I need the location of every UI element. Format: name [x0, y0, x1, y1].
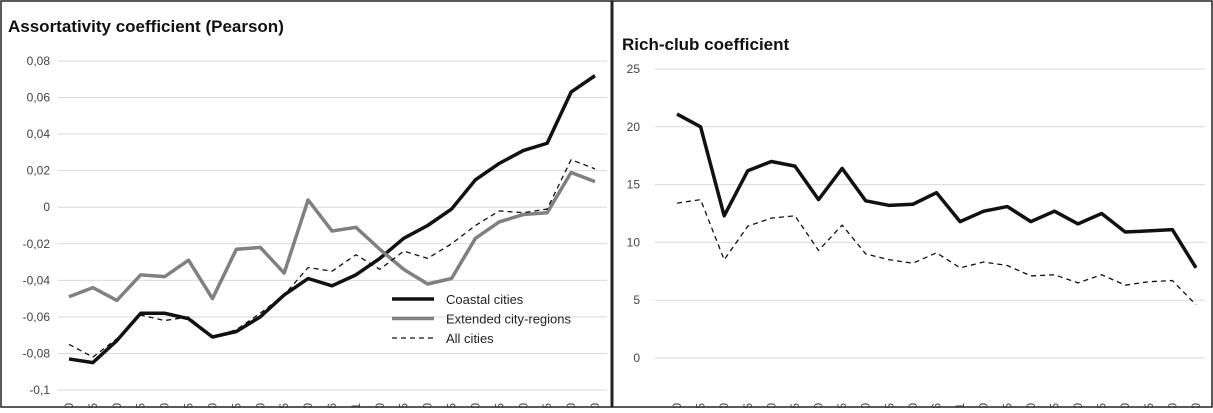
x-tick-label: 1965 — [397, 403, 411, 408]
x-tick-label: 1995 — [1142, 403, 1156, 408]
x-tick-label: 1905 — [741, 403, 755, 408]
y-tick-label: -0,08 — [23, 346, 51, 360]
series-line — [676, 112, 1198, 269]
x-tick-label: 1951 — [349, 403, 363, 408]
chart-title: Rich-club coefficient — [622, 35, 790, 54]
x-tick-label: 1920 — [205, 403, 219, 408]
x-tick-label: 1930 — [859, 403, 873, 408]
y-tick-label: -0,02 — [23, 237, 51, 251]
legend-label: Coastal cities — [446, 292, 524, 307]
series-line — [68, 170, 596, 303]
x-tick-label: 1925 — [835, 403, 849, 408]
x-tick-label: 1900 — [110, 403, 124, 408]
x-tick-label: 1925 — [229, 403, 243, 408]
y-tick-label: 25 — [627, 62, 641, 76]
y-tick-label: 0 — [43, 200, 50, 214]
x-tick-label: 1975 — [445, 403, 459, 408]
x-tick-label: 1890 — [62, 403, 76, 408]
y-tick-label: 0 — [633, 351, 640, 365]
x-tick-label: 1990 — [516, 403, 530, 408]
x-tick-label: 1965 — [1000, 403, 1014, 408]
x-tick-label: 1960 — [373, 403, 387, 408]
y-tick-label: 0,02 — [27, 164, 51, 178]
series-line — [68, 159, 596, 358]
x-tick-label: 1905 — [134, 403, 148, 408]
x-tick-label: 2010 — [588, 403, 602, 408]
x-tick-label: 1946 — [930, 403, 944, 408]
x-tick-label: 1910 — [158, 403, 172, 408]
series-line — [676, 198, 1197, 306]
legend-label: All cities — [446, 331, 494, 346]
y-tick-label: 10 — [627, 235, 641, 249]
y-tick-label: 0,04 — [27, 127, 51, 141]
x-tick-label: 1970 — [421, 403, 435, 408]
series-line — [68, 74, 596, 365]
x-tick-label: 1995 — [540, 403, 554, 408]
y-tick-label: -0,04 — [23, 273, 51, 287]
y-tick-label: 0,06 — [27, 91, 51, 105]
x-tick-label: 1975 — [1047, 403, 1061, 408]
x-tick-label: 1951 — [953, 403, 967, 408]
x-tick-label: 1920 — [812, 403, 826, 408]
x-tick-label: 1935 — [277, 403, 291, 408]
x-tick-label: 2000 — [564, 403, 578, 408]
x-tick-label: 1940 — [906, 403, 920, 408]
x-tick-label: 1900 — [717, 403, 731, 408]
x-tick-label: 1960 — [977, 403, 991, 408]
x-tick-label: 1940 — [301, 403, 315, 408]
x-tick-label: 1980 — [1071, 403, 1085, 408]
x-tick-label: 1990 — [1118, 403, 1132, 408]
x-tick-label: 1890 — [670, 403, 684, 408]
y-tick-label: 5 — [633, 293, 640, 307]
x-tick-label: 1915 — [182, 403, 196, 408]
x-tick-label: 1915 — [788, 403, 802, 408]
y-tick-label: 20 — [627, 120, 641, 134]
y-tick-label: -0,1 — [29, 383, 50, 397]
y-tick-label: 15 — [627, 178, 641, 192]
x-tick-label: 2000 — [1165, 403, 1179, 408]
x-tick-label: 1895 — [86, 403, 100, 408]
y-tick-label: 0,08 — [27, 54, 51, 68]
chart-title: Assortativity coefficient (Pearson) — [8, 17, 284, 36]
legend-label: Extended city-regions — [446, 312, 572, 327]
x-tick-label: 1985 — [1095, 403, 1109, 408]
x-tick-label: 1930 — [253, 403, 267, 408]
x-tick-label: 1980 — [468, 403, 482, 408]
x-tick-label: 1895 — [694, 403, 708, 408]
x-tick-label: 1970 — [1024, 403, 1038, 408]
y-tick-label: -0,06 — [23, 310, 51, 324]
x-tick-label: 1935 — [882, 403, 896, 408]
x-tick-label: 1910 — [764, 403, 778, 408]
x-tick-label: 1985 — [492, 403, 506, 408]
x-tick-label: 2010 — [1189, 403, 1203, 408]
x-tick-label: 1946 — [325, 403, 339, 408]
